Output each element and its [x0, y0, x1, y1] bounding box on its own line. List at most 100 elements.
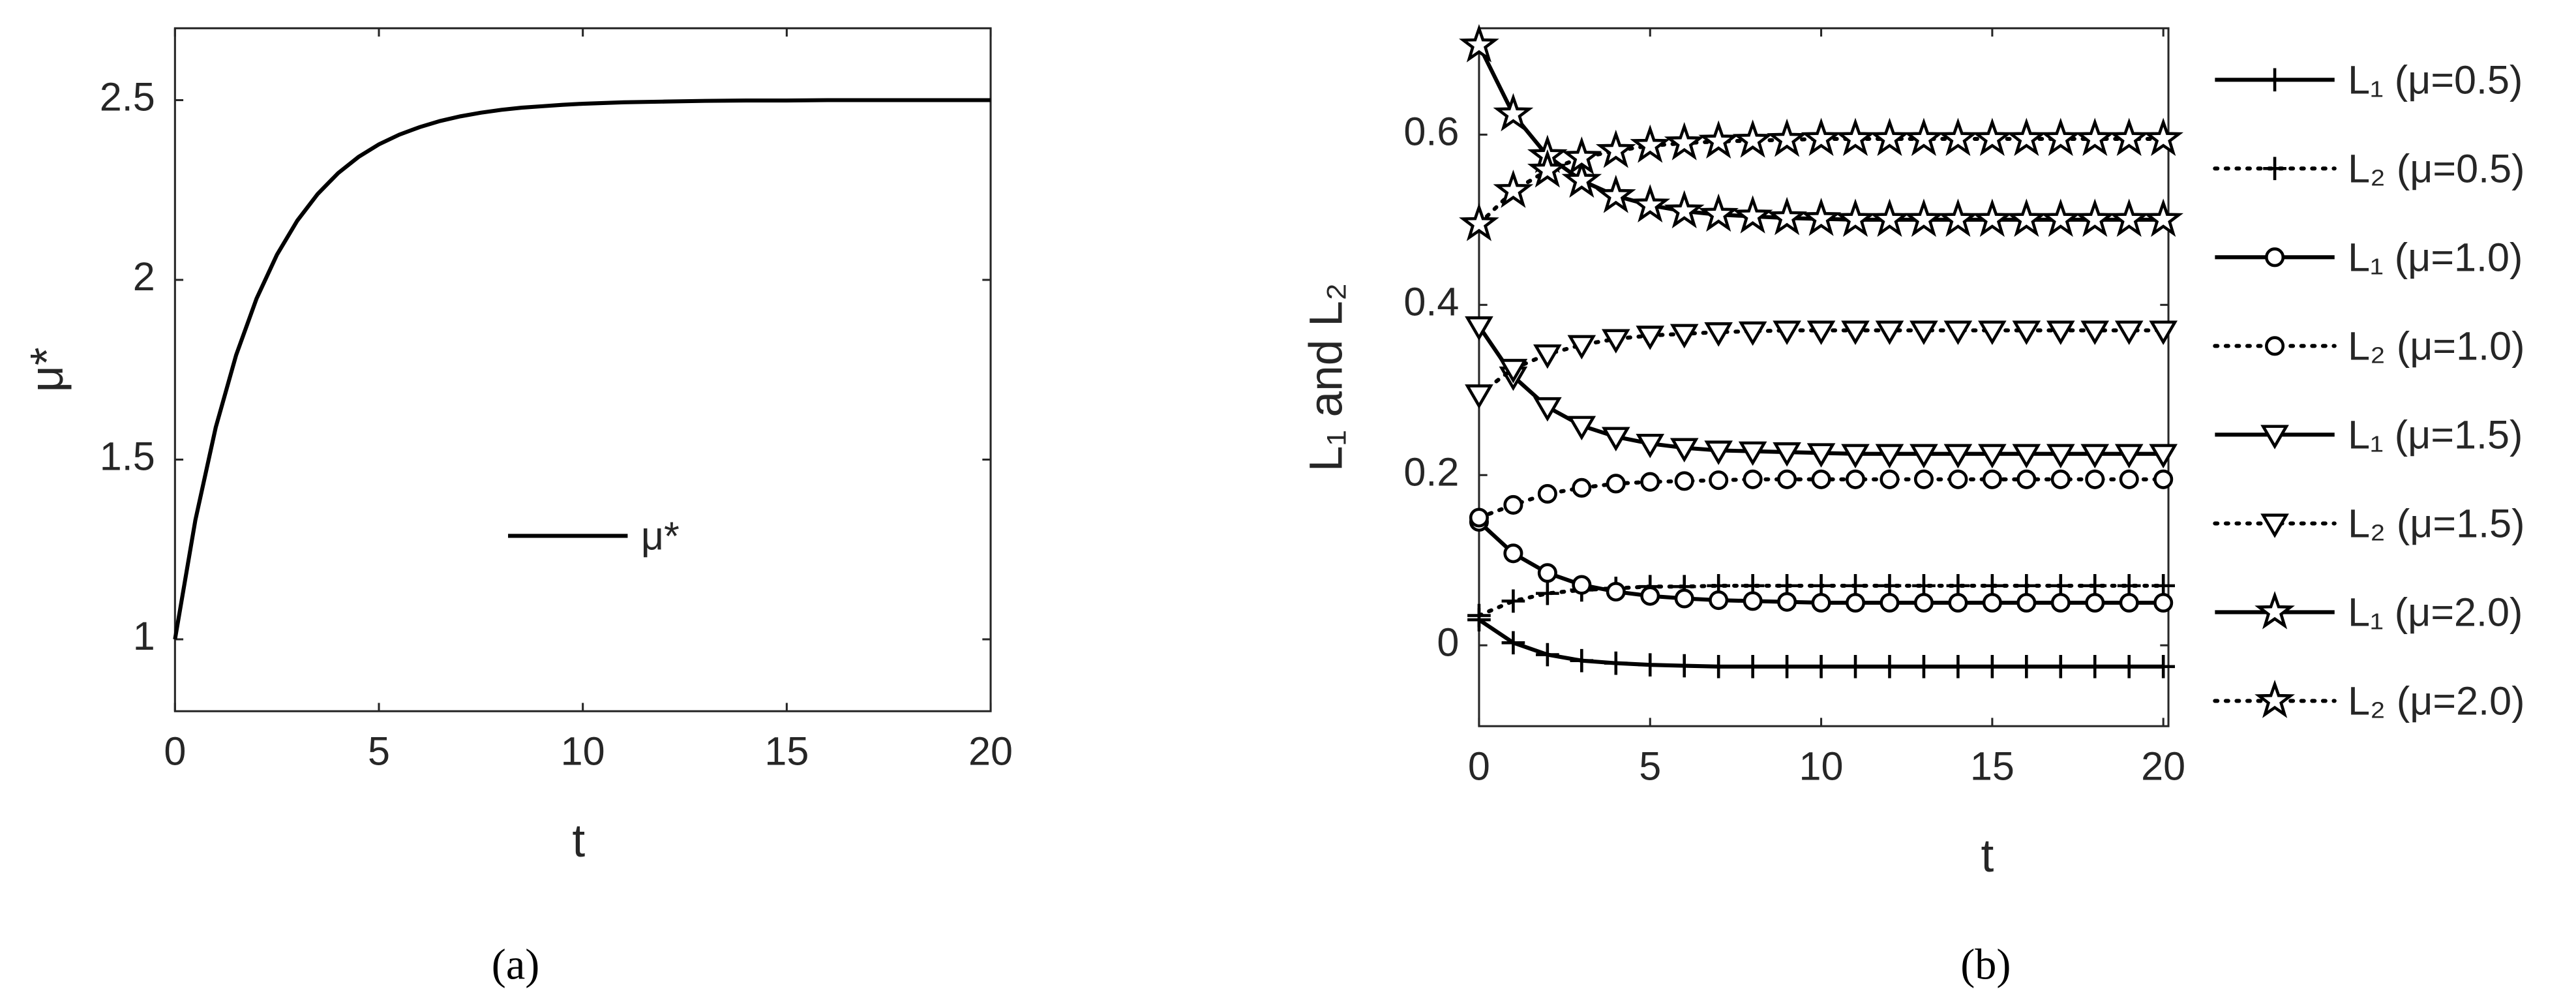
marker [2085, 592, 2105, 613]
marker [1978, 320, 2007, 345]
marker [1704, 322, 1733, 347]
marker [1880, 592, 1900, 613]
marker [2046, 444, 2075, 469]
marker [1869, 198, 1910, 237]
marker [1636, 433, 1665, 459]
marker [1948, 469, 1968, 489]
marker [2012, 444, 2041, 469]
marker [1971, 198, 2013, 237]
marker [2117, 654, 2141, 678]
marker [1948, 592, 1968, 613]
marker [1670, 438, 1699, 463]
marker [2006, 117, 2047, 157]
marker [1904, 198, 1944, 237]
marker [1595, 129, 1636, 168]
y-tick-label: 2.5 [100, 75, 155, 119]
marker [1572, 478, 1592, 498]
legend-label: μ* [641, 514, 680, 558]
marker [1841, 320, 1870, 345]
marker [2153, 469, 2174, 489]
marker [1604, 651, 1628, 675]
legend-marker [2265, 247, 2285, 267]
y-tick-label: 0.6 [1403, 110, 1459, 154]
axes-box [1478, 27, 2170, 727]
y-axis-label: L₁ and L₂ [1300, 282, 1353, 472]
marker [1537, 483, 1557, 504]
y-tick-label: 1.5 [100, 434, 155, 479]
marker [2080, 444, 2110, 469]
marker [1601, 329, 1630, 354]
y-tick-label: 2 [133, 254, 155, 299]
marker [1845, 469, 1866, 489]
marker [1698, 120, 1739, 159]
marker [1493, 170, 1534, 208]
marker [1943, 320, 1973, 345]
x-tick-label: 10 [1799, 744, 1844, 789]
marker [1601, 427, 1630, 451]
legend-marker [2263, 157, 2286, 181]
marker [1537, 563, 1557, 583]
marker [1459, 23, 1499, 63]
marker [1572, 575, 1592, 595]
marker [2014, 654, 2039, 678]
marker [1910, 320, 1938, 345]
legend-label: L₂ (μ=1.5) [2348, 502, 2524, 546]
legend-label: L₂ (μ=2.0) [2348, 679, 2524, 723]
marker [1869, 117, 1910, 157]
marker [2153, 592, 2174, 613]
marker [1978, 444, 2007, 469]
legend-marker [2254, 679, 2295, 718]
marker [1981, 654, 2004, 678]
marker [1467, 603, 1491, 628]
marker [1503, 494, 1523, 515]
legend-label: L₁ (μ=0.5) [2348, 58, 2523, 102]
legend-label: L₁ (μ=1.5) [2348, 413, 2523, 457]
marker [1767, 118, 1807, 157]
y-tick-label: 0 [1437, 620, 1459, 664]
caption: (a) [492, 941, 540, 988]
marker [1806, 443, 1836, 468]
marker [1773, 442, 1801, 467]
marker [1640, 586, 1660, 606]
marker [2074, 117, 2116, 157]
marker [1501, 589, 1525, 613]
marker [1499, 359, 1528, 384]
marker [2149, 320, 2178, 345]
marker [1775, 654, 1799, 678]
x-axis-label: t [1981, 830, 1994, 882]
marker [1707, 654, 1731, 678]
marker [2016, 469, 2037, 489]
marker [1875, 444, 1904, 469]
marker [1640, 472, 1660, 492]
marker [2040, 117, 2081, 157]
marker [2040, 198, 2081, 237]
marker [1698, 193, 1739, 232]
marker [1841, 444, 1870, 469]
marker [1674, 471, 1694, 491]
marker [1845, 592, 1866, 613]
x-tick-label: 0 [164, 729, 186, 774]
marker [1809, 654, 1833, 678]
legend-label: L₁ (μ=1.0) [2348, 235, 2523, 280]
marker [1664, 190, 1705, 229]
marker [1835, 117, 1876, 157]
marker [1777, 469, 1797, 489]
marker [1878, 654, 1902, 678]
marker [1533, 397, 1562, 422]
marker [2016, 592, 2037, 613]
marker [1738, 321, 1767, 346]
marker [2108, 198, 2149, 237]
marker [1527, 149, 1568, 188]
marker [1743, 591, 1763, 611]
marker [2074, 198, 2116, 237]
caption: (b) [1960, 941, 2011, 988]
x-tick-label: 5 [368, 729, 390, 774]
marker [1938, 117, 1979, 157]
legend-marker [2254, 590, 2295, 630]
marker [1913, 592, 1934, 613]
marker [1465, 384, 1493, 409]
marker [2006, 198, 2047, 237]
legend-label: L₂ (μ=1.0) [2348, 324, 2524, 369]
x-tick-label: 20 [2141, 744, 2185, 789]
